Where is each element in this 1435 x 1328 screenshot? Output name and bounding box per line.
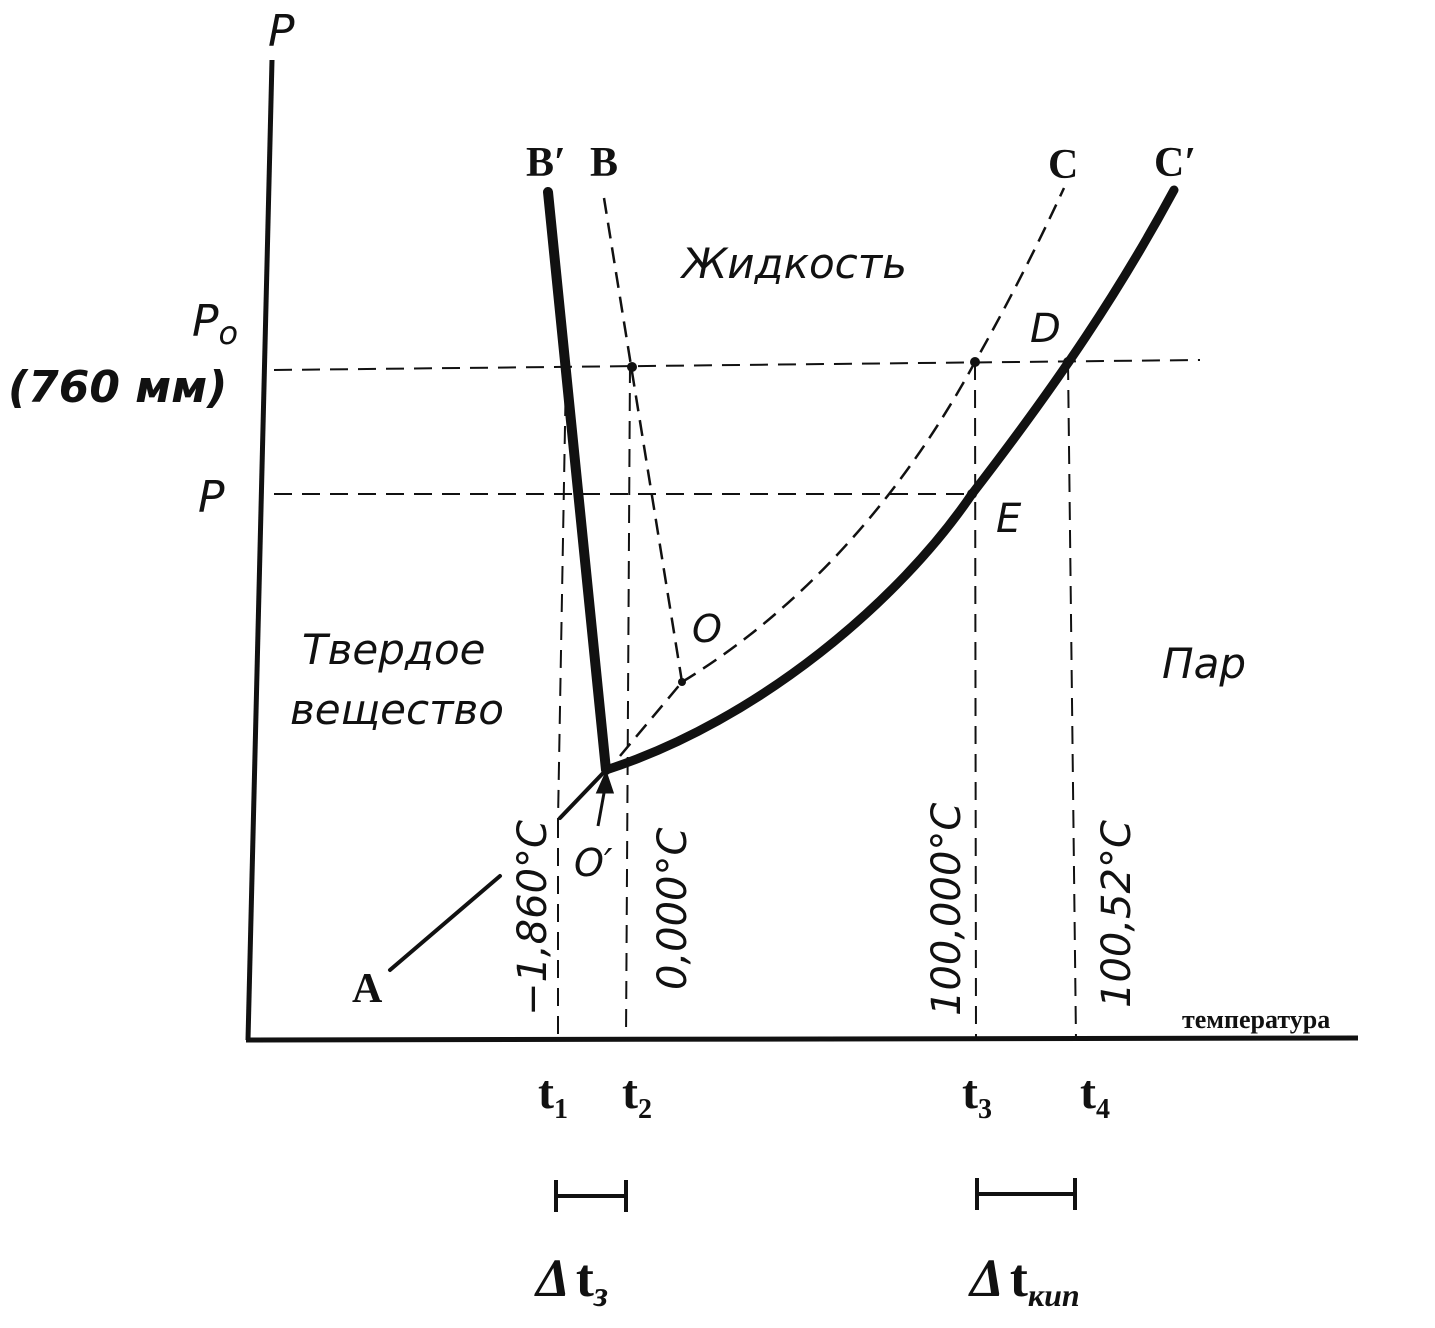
t3-guide-line <box>974 361 977 1041</box>
t2-guide-line <box>625 364 631 1041</box>
boil-bracket <box>975 1178 1077 1210</box>
label-a: A <box>352 966 383 1012</box>
t1-upper-guide-line <box>557 369 567 821</box>
freeze-bracket <box>554 1180 628 1212</box>
pressure-guides <box>273 359 1201 495</box>
sublimation-curve-ao <box>388 874 502 972</box>
solvent-curves <box>602 187 1066 757</box>
intersection-points <box>627 357 1073 686</box>
vapor-curve-oc <box>681 187 1066 684</box>
temperature-guides <box>557 361 1077 1041</box>
x-axis <box>245 1035 1359 1043</box>
label-d: D <box>1030 306 1061 352</box>
temp-label-t1: −1,860°C <box>510 820 556 1016</box>
axes <box>245 59 1359 1043</box>
p-label: P <box>198 472 225 523</box>
label-c: C <box>1048 142 1078 188</box>
tick-label-t4: t4 <box>1080 1066 1110 1125</box>
solid-region-label-line1: Твердое <box>302 625 485 674</box>
solid-region-label-line2: вещество <box>290 685 504 734</box>
tick-label-t3: t3 <box>962 1066 992 1125</box>
o-prime-arrow <box>595 769 615 827</box>
label-b-prime: B′ <box>526 140 566 186</box>
label-e: E <box>996 496 1022 542</box>
label-c-prime: C′ <box>1154 140 1196 186</box>
p0-label: Po <box>192 296 238 352</box>
p0-mm-label: (760 мм) <box>8 362 227 413</box>
melting-curve-ob <box>602 197 684 683</box>
temp-label-t2: 0,000°C <box>650 827 696 990</box>
interval-brackets <box>554 1178 1077 1212</box>
temp-label-t4: 100,52°C <box>1094 820 1140 1008</box>
tick-label-t1: t1 <box>538 1066 568 1125</box>
label-o-prime: O′ <box>574 841 613 885</box>
point-e <box>967 489 977 499</box>
liquid-region-label: Жидкость <box>679 239 907 288</box>
x-axis-label: температура <box>1182 1005 1330 1034</box>
point-b-p0 <box>627 362 637 372</box>
sublimation-curve-dashed <box>619 681 683 757</box>
temp-label-t3: 100,000°C <box>924 803 970 1016</box>
point-d-dashed <box>970 357 980 367</box>
y-axis <box>245 59 275 1041</box>
melting-curve-ob-prime <box>543 187 611 775</box>
t4-guide-line <box>1067 361 1077 1041</box>
p0-guide-line <box>273 359 1201 371</box>
label-o: O <box>692 607 722 651</box>
label-b: B <box>590 140 618 186</box>
vapor-region-label: Пар <box>1162 639 1246 688</box>
sublimation-curve-ao-upper <box>558 768 608 820</box>
y-axis-label: P <box>268 6 295 57</box>
point-o <box>678 678 686 686</box>
point-t4 <box>1063 357 1073 367</box>
tick-label-t2: t2 <box>622 1066 652 1125</box>
